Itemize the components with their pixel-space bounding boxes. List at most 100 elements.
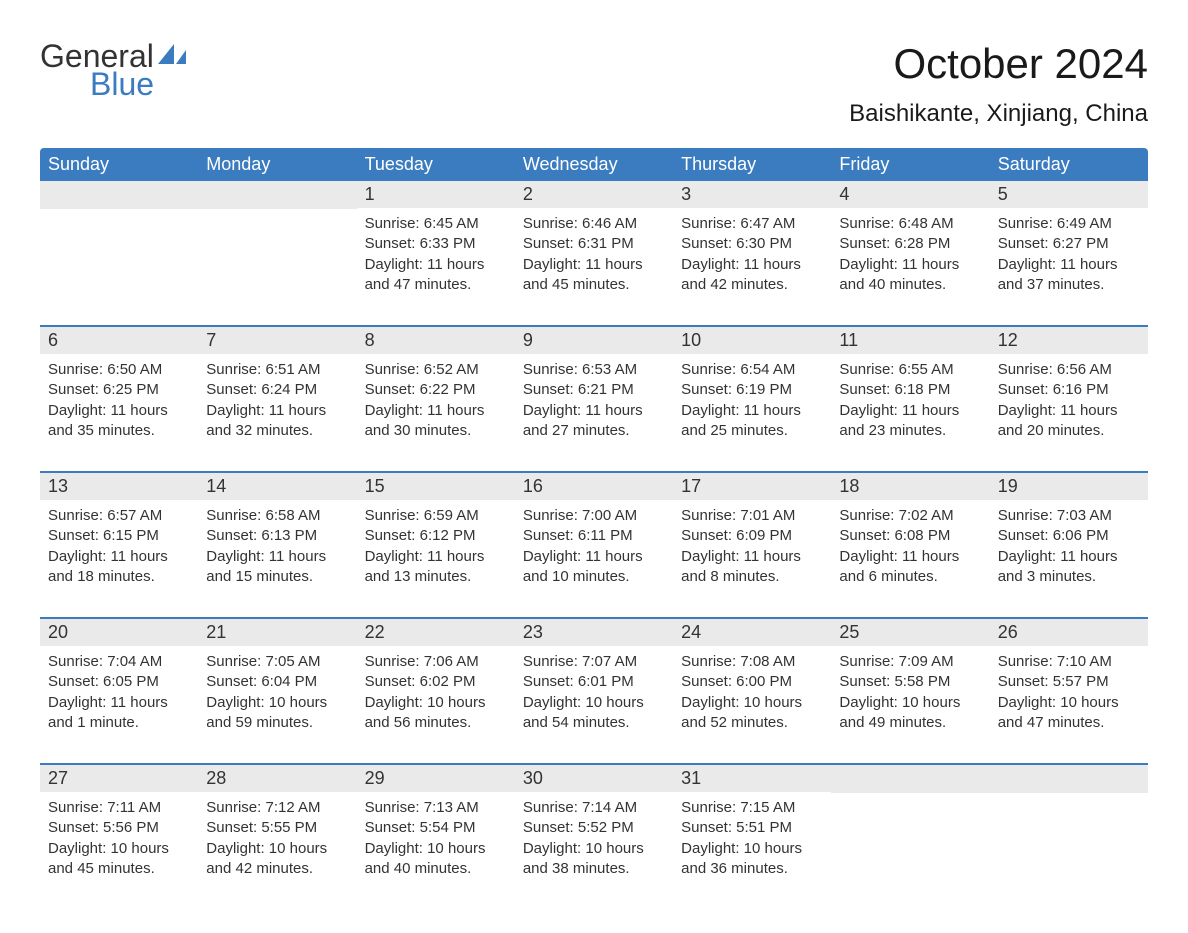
sunset-line: Sunset: 6:09 PM <box>681 526 823 546</box>
day-content: Sunrise: 6:51 AMSunset: 6:24 PMDaylight:… <box>198 354 356 447</box>
day-cell: 31Sunrise: 7:15 AMSunset: 5:51 PMDayligh… <box>673 765 831 893</box>
sunset-line: Sunset: 6:21 PM <box>523 380 665 400</box>
day-number: 21 <box>198 619 356 646</box>
day-number: 19 <box>990 473 1148 500</box>
day-cell: 7Sunrise: 6:51 AMSunset: 6:24 PMDaylight… <box>198 327 356 455</box>
day-content: Sunrise: 7:13 AMSunset: 5:54 PMDaylight:… <box>357 792 515 885</box>
day-content: Sunrise: 7:02 AMSunset: 6:08 PMDaylight:… <box>831 500 989 593</box>
day-header-sunday: Sunday <box>40 148 198 181</box>
day-number: 12 <box>990 327 1148 354</box>
sunrise-line: Sunrise: 6:51 AM <box>206 360 348 380</box>
day-content: Sunrise: 7:08 AMSunset: 6:00 PMDaylight:… <box>673 646 831 739</box>
logo-flag-icon <box>158 44 186 68</box>
day-content: Sunrise: 7:04 AMSunset: 6:05 PMDaylight:… <box>40 646 198 739</box>
day-content: Sunrise: 6:53 AMSunset: 6:21 PMDaylight:… <box>515 354 673 447</box>
sunset-line: Sunset: 5:57 PM <box>998 672 1140 692</box>
daylight-line: Daylight: 11 hours and 20 minutes. <box>998 401 1140 442</box>
day-number: 24 <box>673 619 831 646</box>
sunrise-line: Sunrise: 6:49 AM <box>998 214 1140 234</box>
sunset-line: Sunset: 6:06 PM <box>998 526 1140 546</box>
day-number: 13 <box>40 473 198 500</box>
day-cell: 22Sunrise: 7:06 AMSunset: 6:02 PMDayligh… <box>357 619 515 747</box>
day-number: 16 <box>515 473 673 500</box>
title-block: October 2024 Baishikante, Xinjiang, Chin… <box>849 40 1148 128</box>
day-content: Sunrise: 6:55 AMSunset: 6:18 PMDaylight:… <box>831 354 989 447</box>
daylight-line: Daylight: 11 hours and 8 minutes. <box>681 547 823 588</box>
day-cell: 1Sunrise: 6:45 AMSunset: 6:33 PMDaylight… <box>357 181 515 309</box>
day-number: 26 <box>990 619 1148 646</box>
day-cell: 16Sunrise: 7:00 AMSunset: 6:11 PMDayligh… <box>515 473 673 601</box>
day-content: Sunrise: 6:54 AMSunset: 6:19 PMDaylight:… <box>673 354 831 447</box>
day-cell: 23Sunrise: 7:07 AMSunset: 6:01 PMDayligh… <box>515 619 673 747</box>
daylight-line: Daylight: 11 hours and 35 minutes. <box>48 401 190 442</box>
day-content: Sunrise: 6:50 AMSunset: 6:25 PMDaylight:… <box>40 354 198 447</box>
sunset-line: Sunset: 6:19 PM <box>681 380 823 400</box>
sunset-line: Sunset: 6:12 PM <box>365 526 507 546</box>
sunrise-line: Sunrise: 6:56 AM <box>998 360 1140 380</box>
sunset-line: Sunset: 6:33 PM <box>365 234 507 254</box>
day-number: 30 <box>515 765 673 792</box>
day-header-monday: Monday <box>198 148 356 181</box>
day-cell: 11Sunrise: 6:55 AMSunset: 6:18 PMDayligh… <box>831 327 989 455</box>
sunrise-line: Sunrise: 6:50 AM <box>48 360 190 380</box>
sunrise-line: Sunrise: 7:00 AM <box>523 506 665 526</box>
sunrise-line: Sunrise: 6:52 AM <box>365 360 507 380</box>
day-content: Sunrise: 6:52 AMSunset: 6:22 PMDaylight:… <box>357 354 515 447</box>
week-row: 6Sunrise: 6:50 AMSunset: 6:25 PMDaylight… <box>40 325 1148 455</box>
week-row: 27Sunrise: 7:11 AMSunset: 5:56 PMDayligh… <box>40 763 1148 893</box>
day-content: Sunrise: 7:14 AMSunset: 5:52 PMDaylight:… <box>515 792 673 885</box>
sunset-line: Sunset: 6:31 PM <box>523 234 665 254</box>
calendar: Sunday Monday Tuesday Wednesday Thursday… <box>40 148 1148 893</box>
day-content: Sunrise: 7:01 AMSunset: 6:09 PMDaylight:… <box>673 500 831 593</box>
daylight-line: Daylight: 10 hours and 40 minutes. <box>365 839 507 880</box>
week-row: 13Sunrise: 6:57 AMSunset: 6:15 PMDayligh… <box>40 471 1148 601</box>
sunrise-line: Sunrise: 7:01 AM <box>681 506 823 526</box>
sunset-line: Sunset: 6:27 PM <box>998 234 1140 254</box>
day-number: 18 <box>831 473 989 500</box>
day-number: 29 <box>357 765 515 792</box>
sunrise-line: Sunrise: 7:07 AM <box>523 652 665 672</box>
daylight-line: Daylight: 10 hours and 38 minutes. <box>523 839 665 880</box>
day-cell: 14Sunrise: 6:58 AMSunset: 6:13 PMDayligh… <box>198 473 356 601</box>
daylight-line: Daylight: 11 hours and 23 minutes. <box>839 401 981 442</box>
day-number: 1 <box>357 181 515 208</box>
daylight-line: Daylight: 10 hours and 47 minutes. <box>998 693 1140 734</box>
day-number: 4 <box>831 181 989 208</box>
day-cell: 25Sunrise: 7:09 AMSunset: 5:58 PMDayligh… <box>831 619 989 747</box>
sunrise-line: Sunrise: 7:04 AM <box>48 652 190 672</box>
daylight-line: Daylight: 11 hours and 6 minutes. <box>839 547 981 588</box>
sunrise-line: Sunrise: 7:05 AM <box>206 652 348 672</box>
day-cell <box>198 181 356 309</box>
day-content: Sunrise: 7:00 AMSunset: 6:11 PMDaylight:… <box>515 500 673 593</box>
sunset-line: Sunset: 6:22 PM <box>365 380 507 400</box>
day-cell: 21Sunrise: 7:05 AMSunset: 6:04 PMDayligh… <box>198 619 356 747</box>
day-number: 2 <box>515 181 673 208</box>
day-number <box>198 181 356 209</box>
sunset-line: Sunset: 5:55 PM <box>206 818 348 838</box>
day-cell: 10Sunrise: 6:54 AMSunset: 6:19 PMDayligh… <box>673 327 831 455</box>
daylight-line: Daylight: 10 hours and 42 minutes. <box>206 839 348 880</box>
day-number <box>40 181 198 209</box>
day-header-wednesday: Wednesday <box>515 148 673 181</box>
day-cell: 29Sunrise: 7:13 AMSunset: 5:54 PMDayligh… <box>357 765 515 893</box>
day-content: Sunrise: 6:48 AMSunset: 6:28 PMDaylight:… <box>831 208 989 301</box>
sunset-line: Sunset: 5:52 PM <box>523 818 665 838</box>
sunrise-line: Sunrise: 6:57 AM <box>48 506 190 526</box>
sunrise-line: Sunrise: 7:15 AM <box>681 798 823 818</box>
day-cell: 30Sunrise: 7:14 AMSunset: 5:52 PMDayligh… <box>515 765 673 893</box>
day-cell: 2Sunrise: 6:46 AMSunset: 6:31 PMDaylight… <box>515 181 673 309</box>
daylight-line: Daylight: 11 hours and 10 minutes. <box>523 547 665 588</box>
sunset-line: Sunset: 5:51 PM <box>681 818 823 838</box>
page-title: October 2024 <box>849 40 1148 88</box>
day-content: Sunrise: 7:15 AMSunset: 5:51 PMDaylight:… <box>673 792 831 885</box>
weeks-container: 1Sunrise: 6:45 AMSunset: 6:33 PMDaylight… <box>40 181 1148 893</box>
daylight-line: Daylight: 11 hours and 13 minutes. <box>365 547 507 588</box>
day-cell: 15Sunrise: 6:59 AMSunset: 6:12 PMDayligh… <box>357 473 515 601</box>
day-number: 22 <box>357 619 515 646</box>
daylight-line: Daylight: 11 hours and 47 minutes. <box>365 255 507 296</box>
day-content: Sunrise: 7:09 AMSunset: 5:58 PMDaylight:… <box>831 646 989 739</box>
sunrise-line: Sunrise: 6:53 AM <box>523 360 665 380</box>
sunrise-line: Sunrise: 7:10 AM <box>998 652 1140 672</box>
sunrise-line: Sunrise: 7:09 AM <box>839 652 981 672</box>
day-header-thursday: Thursday <box>673 148 831 181</box>
